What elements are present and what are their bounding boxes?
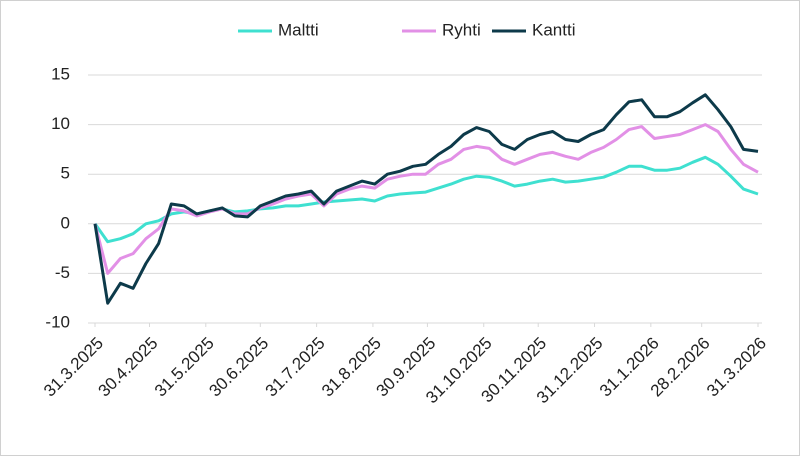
y-tick-label: -10 <box>45 312 70 331</box>
y-tick-label: 5 <box>61 164 70 183</box>
y-tick-label: 0 <box>61 213 70 232</box>
series-line <box>93 93 759 305</box>
legend-label: Ryhti <box>442 20 481 39</box>
y-tick-label: -5 <box>55 263 70 282</box>
legend-label: Maltti <box>278 20 319 39</box>
legend-label: Kantti <box>532 20 575 39</box>
y-tick-label: 15 <box>51 64 70 83</box>
y-tick-label: 10 <box>51 114 70 133</box>
